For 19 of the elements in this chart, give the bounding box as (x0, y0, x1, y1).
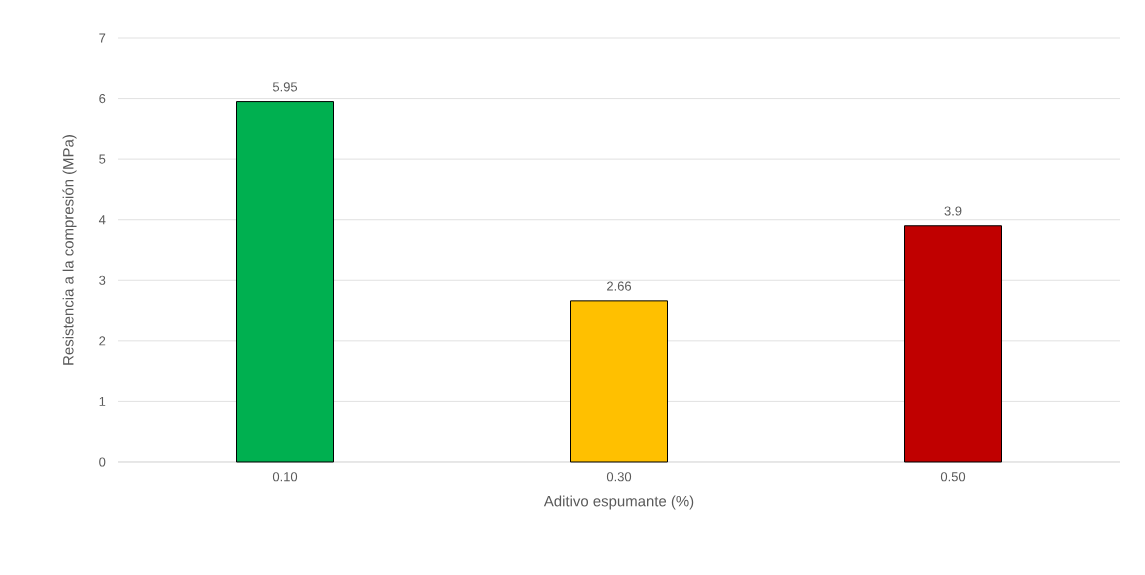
x-axis-title: Aditivo espumante (%) (543, 495, 694, 510)
x-tick-label: 0.30 (606, 472, 632, 482)
y-tick-label: 0 (99, 457, 106, 467)
data-label: 5.95 (272, 82, 298, 92)
y-tick-label: 6 (99, 93, 106, 104)
y-axis-title: Resistencia a la compresión (MPa) (62, 135, 77, 365)
data-label: 2.66 (607, 281, 632, 291)
bar (570, 300, 669, 463)
bar (904, 225, 1003, 463)
y-tick-label: 5 (99, 154, 106, 164)
y-tick-label: 3 (99, 275, 106, 285)
bar (236, 101, 335, 463)
data-label: 3.9 (944, 206, 962, 216)
x-tick-label: 0.10 (272, 472, 298, 482)
y-tick-label: 1 (99, 396, 106, 406)
y-tick-label: 4 (98, 215, 106, 225)
x-tick-label: 0.50 (940, 472, 966, 482)
y-tick-label: 2 (99, 336, 106, 346)
y-tick-label: 7 (99, 33, 106, 43)
